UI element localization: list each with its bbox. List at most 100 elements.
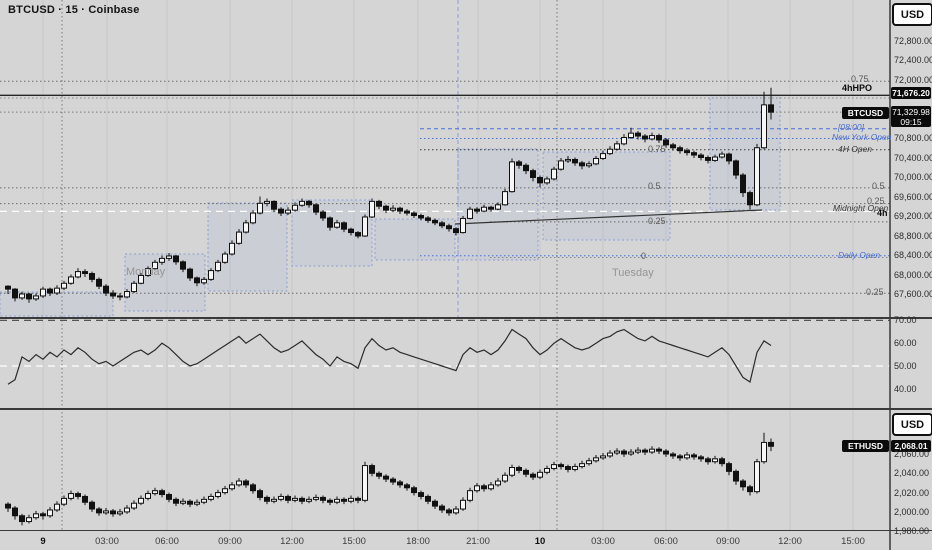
- btc-candle-body: [593, 157, 599, 165]
- btc-candle-body: [61, 282, 67, 289]
- time-axis-label[interactable]: 12:00: [280, 536, 304, 547]
- eth-last-price-badge: 2,068.01: [891, 440, 931, 452]
- time-axis-label[interactable]: 09:00: [716, 536, 740, 547]
- time-axis-label[interactable]: 09:00: [218, 536, 242, 547]
- btc-candle-body: [446, 225, 452, 230]
- chart-annotation-blue-italic: New York Open: [832, 132, 892, 142]
- chart-annotation-bold-dark: 4hHPO: [842, 83, 873, 93]
- time-axis-label[interactable]: 06:00: [654, 536, 678, 547]
- btc-candle-body: [733, 160, 739, 176]
- btc-price-axis-label: 67,600.00: [894, 289, 932, 299]
- time-axis-label[interactable]: 21:00: [466, 536, 490, 547]
- btc-candle-body: [586, 163, 592, 167]
- btc-candle-body: [418, 215, 424, 219]
- time-axis-label[interactable]: 15:00: [841, 536, 865, 547]
- eth-candle-body: [467, 490, 473, 501]
- eth-candle-body: [740, 480, 746, 488]
- eth-candle-body: [607, 452, 613, 457]
- btc-candle-body: [12, 288, 18, 299]
- btc-candle-body: [656, 135, 662, 141]
- chart-annotation-fib: 0.25: [648, 216, 666, 226]
- time-axis-label[interactable]: 9: [40, 536, 46, 547]
- time-axis-label[interactable]: 18:00: [406, 536, 430, 547]
- btc-candle-body: [215, 261, 221, 272]
- eth-candle-body: [110, 510, 116, 515]
- eth-candle-body: [257, 490, 263, 498]
- eth-candle-body: [215, 492, 221, 497]
- btc-price-axis-label: 68,400.00: [894, 250, 932, 260]
- eth-price-axis-label: 1,980.00: [894, 526, 930, 537]
- btc-candle-body: [194, 277, 200, 284]
- eth-candle-body: [635, 449, 641, 453]
- time-axis-label[interactable]: 03:00: [591, 536, 615, 547]
- eth-candle-body: [474, 485, 480, 492]
- btc-candle-body: [642, 135, 648, 140]
- btc-candle-body: [334, 222, 340, 228]
- btc-candle-body: [530, 170, 536, 178]
- eth-candle-body: [68, 493, 74, 499]
- btc-candle-body: [502, 191, 508, 206]
- btc-candle-body: [425, 217, 431, 221]
- currency-toggle-button-main[interactable]: USD: [892, 3, 932, 26]
- eth-candle-body: [670, 453, 676, 457]
- btc-candle-body: [397, 207, 403, 212]
- eth-candle-body: [26, 517, 32, 523]
- eth-candle-body: [383, 475, 389, 480]
- eth-candle-body: [677, 455, 683, 459]
- eth-candle-body: [761, 441, 767, 463]
- btc-candle-body: [5, 285, 11, 290]
- eth-candle-body: [628, 451, 634, 455]
- eth-price-axis-label: 2,060.00: [894, 449, 930, 459]
- eth-candle-body: [152, 490, 158, 495]
- btcusd-symbol-badge: BTCUSD: [842, 107, 889, 119]
- eth-candle-body: [537, 471, 543, 478]
- eth-candle-body: [390, 478, 396, 483]
- eth-candle-body: [649, 448, 655, 453]
- eth-candle-body: [558, 464, 564, 468]
- chart-annotation-fib: 0.5: [648, 181, 661, 191]
- btc-candle-body: [159, 257, 165, 263]
- btc-candle-body: [82, 271, 88, 275]
- eth-candle-body: [355, 497, 361, 501]
- btc-candle-body: [33, 295, 39, 300]
- currency-toggle-button-eth[interactable]: USD: [892, 413, 932, 436]
- btc-candle-body: [761, 104, 767, 149]
- eth-candle-body: [488, 484, 494, 490]
- btc-price-axis-label: 72,800.00: [894, 35, 932, 46]
- eth-candle-body: [117, 511, 123, 515]
- btc-price-axis-label: 70,800.00: [894, 133, 932, 143]
- eth-candle-body: [12, 507, 18, 517]
- chart-annotation-fib: 0.25: [867, 196, 885, 206]
- panel-divider: [0, 317, 932, 319]
- time-axis-label[interactable]: 12:00: [778, 536, 802, 547]
- eth-candle-body: [306, 498, 312, 502]
- btc-candle-body: [411, 212, 417, 217]
- btc-price-axis-label: 72,400.00: [894, 55, 932, 65]
- btc-candle-body: [152, 261, 158, 270]
- rsi-axis-label: 50.00: [894, 361, 917, 371]
- eth-candle-body: [320, 496, 326, 501]
- eth-candle-body: [173, 498, 179, 504]
- chart-annotation-blue-italic: Daily Open: [838, 250, 881, 260]
- eth-candle-body: [572, 466, 578, 470]
- btc-candle-body: [320, 211, 326, 219]
- time-axis-label[interactable]: 15:00: [342, 536, 366, 547]
- eth-candle-body: [292, 497, 298, 501]
- ethusd-symbol-badge: ETHUSD: [842, 440, 889, 452]
- eth-candle-body: [691, 454, 697, 458]
- time-axis-label[interactable]: 03:00: [95, 536, 119, 547]
- eth-candle-body: [726, 463, 732, 472]
- eth-candle-body: [299, 497, 305, 502]
- btc-candle-body: [768, 104, 774, 113]
- btc-price-axis-label: 69,200.00: [894, 211, 932, 221]
- btc-price-axis-label: 69,600.00: [894, 191, 932, 202]
- btc-candle-body: [124, 291, 130, 298]
- time-axis-label[interactable]: 06:00: [155, 536, 179, 547]
- eth-candle-body: [565, 466, 571, 470]
- eth-candle-body: [509, 467, 515, 476]
- btc-candle-body: [600, 153, 606, 159]
- eth-candle-body: [621, 450, 627, 455]
- btc-candle-body: [740, 174, 746, 194]
- time-axis-label[interactable]: 10: [534, 536, 546, 547]
